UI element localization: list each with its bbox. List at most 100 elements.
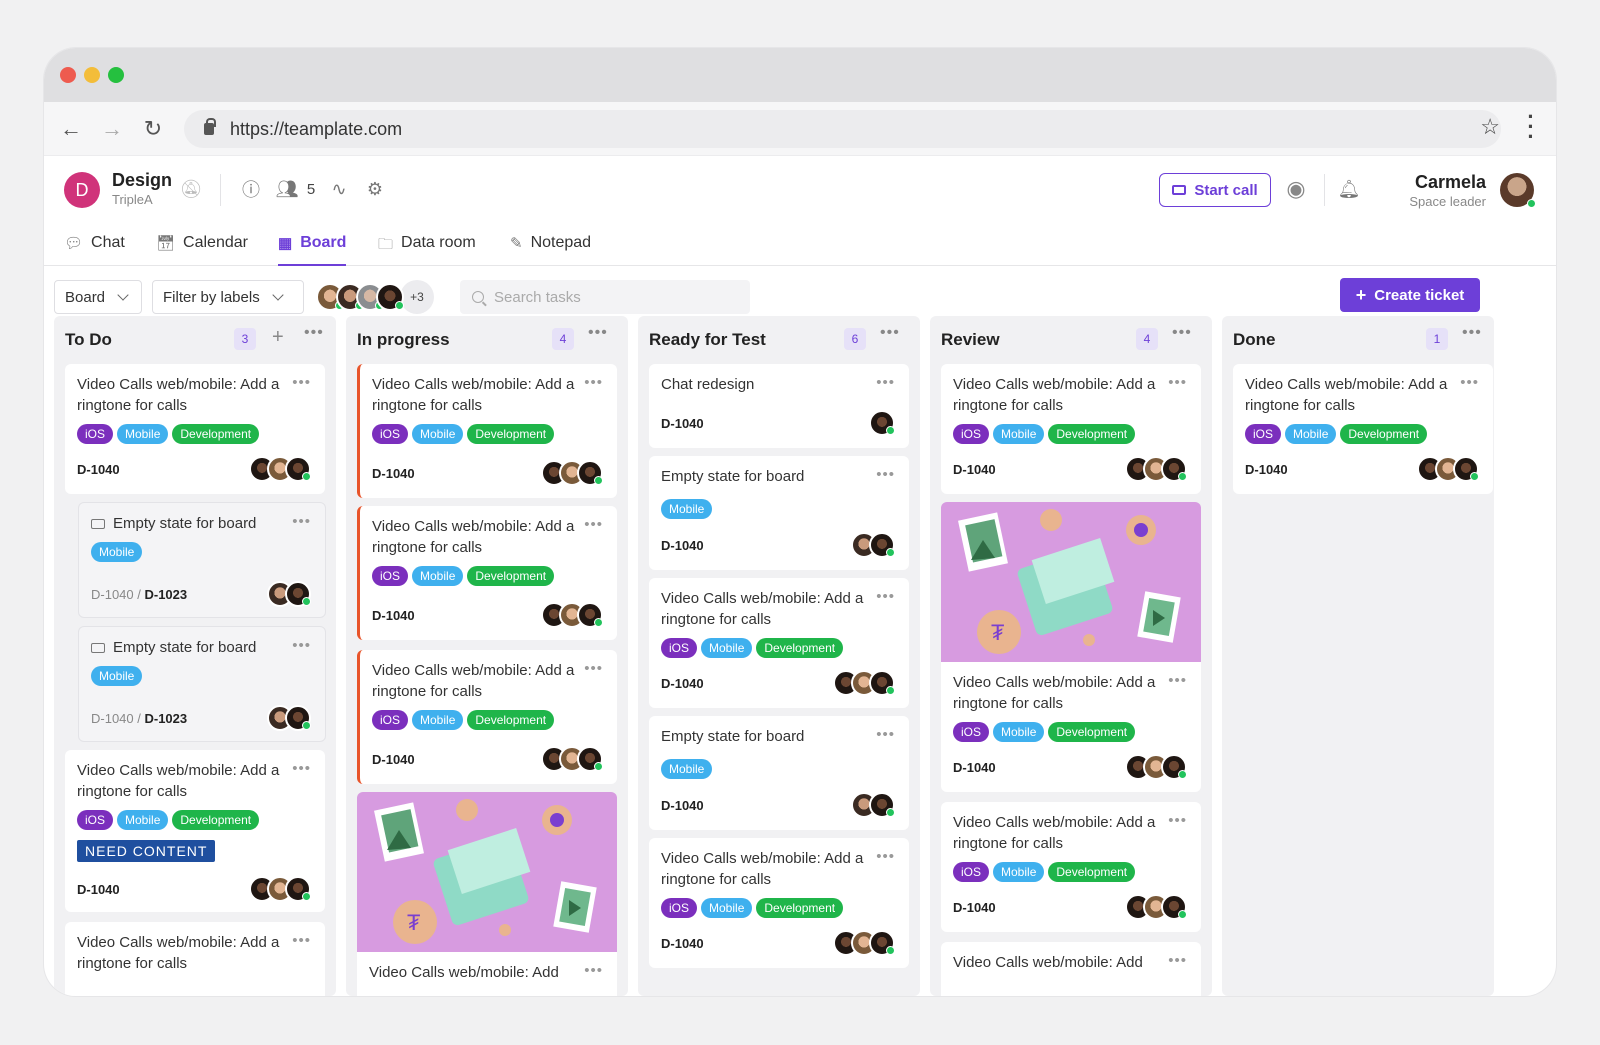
card-menu-icon[interactable]: •••	[876, 466, 895, 483]
column-count: 4	[552, 328, 574, 350]
card-id: D-1040	[372, 608, 415, 623]
add-card-icon[interactable]: +	[272, 326, 284, 348]
column-menu-icon[interactable]: •••	[1462, 324, 1482, 341]
settings-gear-icon[interactable]: ⚙	[366, 178, 384, 199]
card-menu-icon[interactable]: •••	[292, 760, 311, 777]
url-text: https://teamplate.com	[230, 118, 403, 139]
avatar[interactable]	[376, 283, 404, 311]
tab-notepad[interactable]: ✎ Notepad	[510, 234, 592, 252]
column-title: Done	[1233, 330, 1276, 349]
title-bar	[44, 48, 1556, 102]
card-menu-icon[interactable]: •••	[292, 637, 311, 654]
task-card[interactable]: Video Calls web/mobile: Add a ringtone f…	[649, 578, 909, 708]
card-menu-icon[interactable]: •••	[1168, 952, 1187, 969]
user-avatar[interactable]	[1500, 173, 1536, 208]
card-menu-icon[interactable]: •••	[1168, 812, 1187, 829]
card-menu-icon[interactable]: •••	[584, 660, 603, 677]
card-menu-icon[interactable]: •••	[1168, 374, 1187, 391]
card-menu-icon[interactable]: •••	[876, 374, 895, 391]
task-card[interactable]: Video Calls web/mobile: Add a ringtone f…	[357, 650, 617, 784]
workspace-avatar[interactable]: D	[64, 172, 100, 208]
members-icon[interactable]: 👥︎	[275, 178, 299, 199]
notification-bell-icon[interactable]: 🔔︎	[1337, 178, 1361, 199]
avatar	[869, 410, 895, 436]
task-card[interactable]: Chat redesign ••• D-1040	[649, 364, 909, 448]
card-id: D-1040	[953, 900, 996, 915]
task-card[interactable]: Video Calls web/mobile: Add a ringtone f…	[65, 750, 325, 912]
card-menu-icon[interactable]: •••	[1460, 374, 1479, 391]
info-icon[interactable]: ⓘ	[242, 180, 260, 200]
card-id: D-1040	[372, 466, 415, 481]
start-call-button[interactable]: Start call	[1159, 173, 1271, 207]
browser-menu-icon[interactable]: · · ·	[1527, 104, 1535, 149]
task-card[interactable]: Video Calls web/mobile: Add a ringtone f…	[941, 364, 1201, 494]
create-ticket-button[interactable]: + Create ticket	[1340, 278, 1480, 312]
task-card[interactable]: Video Calls web/mobile: Add a ringtone f…	[941, 662, 1201, 792]
address-bar[interactable]: https://teamplate.com	[184, 110, 1501, 148]
task-card[interactable]: Empty state for board ••• Mobile D-1040	[649, 456, 909, 570]
column-menu-icon[interactable]: •••	[880, 324, 900, 341]
bookmark-star-icon[interactable]: ☆	[1480, 114, 1500, 139]
search-input[interactable]	[494, 288, 734, 306]
task-card[interactable]: Video Calls web/mobile: Add •••	[357, 952, 617, 996]
column-menu-icon[interactable]: •••	[588, 324, 608, 341]
tab-chat[interactable]: 💬︎ Chat	[64, 234, 125, 252]
search-box[interactable]	[460, 280, 750, 314]
card-menu-icon[interactable]: •••	[1168, 672, 1187, 689]
view-select[interactable]: Board	[54, 280, 142, 314]
activity-icon[interactable]: ∿	[331, 178, 347, 199]
reload-icon[interactable]: ↻	[143, 116, 163, 141]
card-id: D-1040	[661, 416, 704, 431]
tag-development: Development	[172, 424, 260, 444]
task-card[interactable]: Video Calls web/mobile: Add a ringtone f…	[357, 364, 617, 498]
card-menu-icon[interactable]: •••	[292, 374, 311, 391]
card-menu-icon[interactable]: •••	[292, 513, 311, 530]
task-card[interactable]: Video Calls web/mobile: Add a ringtone f…	[357, 506, 617, 640]
task-card[interactable]: Video Calls web/mobile: Add a ringtone f…	[1233, 364, 1493, 494]
record-icon[interactable]: ◉	[1286, 176, 1306, 201]
task-card[interactable]: Video Calls web/mobile: Add a ringtone f…	[649, 838, 909, 968]
plus-icon: +	[1355, 284, 1367, 305]
card-menu-icon[interactable]: •••	[292, 932, 311, 949]
label-filter-select[interactable]: Filter by labels	[152, 280, 304, 314]
card-menu-icon[interactable]: •••	[876, 588, 895, 605]
column-menu-icon[interactable]: •••	[304, 324, 324, 341]
mute-bell-icon[interactable]: 🔕︎	[179, 178, 203, 199]
lock-icon	[204, 118, 216, 135]
card-assignees	[851, 792, 895, 818]
card-title: Empty state for board	[113, 515, 257, 532]
tab-board[interactable]: ▦ Board	[278, 228, 347, 266]
svg-text:₮: ₮	[407, 910, 420, 935]
subtask-card[interactable]: Empty state for board ••• Mobile D-1040 …	[78, 626, 326, 742]
members-count[interactable]: 5	[306, 180, 316, 198]
more-members-badge[interactable]: +3	[400, 280, 434, 314]
task-card[interactable]: Video Calls web/mobile: Add a ringtone f…	[941, 802, 1201, 932]
maximize-window-button[interactable]	[108, 67, 124, 83]
avatar	[1161, 456, 1187, 482]
task-card[interactable]: Video Calls web/mobile: Add a ringtone f…	[65, 364, 325, 494]
column-in-progress: In progress 4 ••• Video Calls web/mobile…	[346, 316, 628, 996]
close-window-button[interactable]	[60, 67, 76, 83]
card-assignees	[833, 670, 895, 696]
minimize-window-button[interactable]	[84, 67, 100, 83]
subtask-card[interactable]: Empty state for board ••• Mobile D-1040 …	[78, 502, 326, 618]
tab-calendar[interactable]: 📅︎ Calendar	[156, 234, 248, 252]
card-menu-icon[interactable]: •••	[584, 374, 603, 391]
column-count: 6	[844, 328, 866, 350]
forward-arrow-icon[interactable]: →	[101, 116, 123, 141]
back-arrow-icon[interactable]: ←	[60, 116, 82, 141]
member-avatars[interactable]: +3	[316, 280, 434, 314]
task-card[interactable]: Video Calls web/mobile: Add a ringtone f…	[65, 922, 325, 996]
card-menu-icon[interactable]: •••	[876, 848, 895, 865]
chevron-down-icon	[117, 289, 129, 301]
task-card[interactable]: Video Calls web/mobile: Add •••	[941, 942, 1201, 996]
card-menu-icon[interactable]: •••	[584, 516, 603, 533]
card-menu-icon[interactable]: •••	[584, 962, 603, 979]
column-menu-icon[interactable]: •••	[1172, 324, 1192, 341]
card-menu-icon[interactable]: •••	[876, 726, 895, 743]
task-card[interactable]: Empty state for board ••• Mobile D-1040	[649, 716, 909, 830]
card-cover-image: ₮	[941, 502, 1201, 662]
tag-ios: iOS	[661, 898, 698, 918]
tab-bar: 💬︎ Chat 📅︎ Calendar ▦ Board 🗀 Data room ✎ Not…	[44, 224, 1556, 266]
tab-data-room[interactable]: 🗀 Data room	[378, 228, 476, 266]
